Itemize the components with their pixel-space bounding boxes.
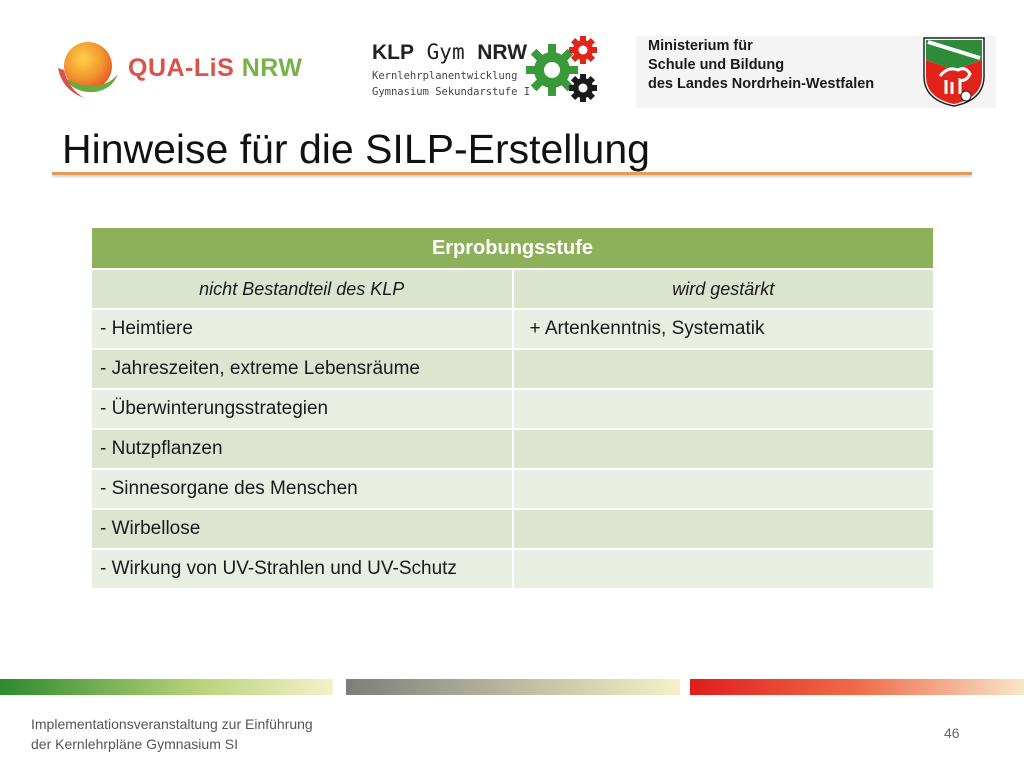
cell-strengthened: [511, 548, 935, 590]
cell-strengthened: [511, 388, 935, 430]
qualis-text-part1: QUA-LiS: [128, 54, 235, 82]
footer-line2: der Kernlehrpläne Gymnasium SI: [31, 736, 238, 752]
ministry-logo: Ministerium für Schule und Bildung des L…: [636, 36, 996, 108]
table-main-header: Erprobungsstufe: [90, 226, 935, 270]
ministry-line3: des Landes Nordrhein-Westfalen: [648, 76, 875, 92]
cell-not-part: - Sinnesorgane des Menschen: [90, 468, 514, 510]
ministry-line2: Schule und Bildung: [648, 57, 785, 73]
title-underline: [52, 172, 972, 175]
klp-title-gym: Gym: [426, 40, 465, 64]
table-row: - Überwinterungsstrategien: [90, 388, 935, 430]
column-header-strengthened: wird gestärkt: [511, 268, 935, 310]
qualis-text-part2: NRW: [241, 54, 303, 82]
klp-subtitle-line2: Gymnasium Sekundarstufe I: [372, 86, 531, 98]
cell-not-part: - Wirkung von UV-Strahlen und UV-Schutz: [90, 548, 514, 590]
klp-title-klp: KLP: [372, 41, 414, 64]
page-number: 46: [944, 725, 960, 741]
footer-text: Implementationsveranstaltung zur Einführ…: [31, 714, 313, 754]
cell-not-part: - Nutzpflanzen: [90, 428, 514, 470]
column-header-not-part-of-klp: nicht Bestandteil des KLP: [90, 268, 514, 310]
cell-strengthened: [511, 428, 935, 470]
cell-strengthened: [511, 508, 935, 550]
qualis-emblem-icon: [58, 42, 118, 98]
cell-strengthened: + Artenkenntnis, Systematik: [511, 308, 935, 350]
footer-line1: Implementationsveranstaltung zur Einführ…: [31, 716, 313, 732]
slide-title: Hinweise für die SILP-Erstellung: [62, 126, 650, 172]
table-row: - Sinnesorgane des Menschen: [90, 468, 935, 510]
qualis-nrw-logo: QUA-LiS NRW: [54, 38, 304, 104]
footer-bar-grey: [346, 679, 680, 695]
content-table: Erprobungsstufe nicht Bestandteil des KL…: [90, 226, 935, 590]
ministry-line1: Ministerium für: [648, 38, 753, 54]
footer-bar-green: [0, 679, 333, 695]
table-row: - Wirkung von UV-Strahlen und UV-Schutz: [90, 548, 935, 590]
table-row: - Jahreszeiten, extreme Lebensräume: [90, 348, 935, 390]
table-row: - Nutzpflanzen: [90, 428, 935, 470]
klp-gym-nrw-logo: KLP Gym NRW Kernlehrplanentwicklung Gymn…: [368, 36, 603, 108]
cell-not-part: - Wirbellose: [90, 508, 514, 550]
cell-not-part: - Jahreszeiten, extreme Lebensräume: [90, 348, 514, 390]
table-row: - Heimtiere + Artenkenntnis, Systematik: [90, 308, 935, 350]
footer-bar-red: [690, 679, 1024, 695]
cell-not-part: - Heimtiere: [90, 308, 514, 350]
gears-icon: [526, 36, 597, 102]
cell-not-part: - Überwinterungsstrategien: [90, 388, 514, 430]
nrw-coat-of-arms-icon: [923, 37, 985, 107]
cell-strengthened: [511, 468, 935, 510]
klp-subtitle-line1: Kernlehrplanentwicklung: [372, 70, 518, 82]
cell-strengthened: [511, 348, 935, 390]
table-row: - Wirbellose: [90, 508, 935, 550]
klp-title-nrw: NRW: [477, 41, 528, 64]
